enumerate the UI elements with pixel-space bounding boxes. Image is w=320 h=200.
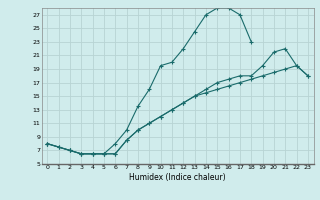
- X-axis label: Humidex (Indice chaleur): Humidex (Indice chaleur): [129, 173, 226, 182]
